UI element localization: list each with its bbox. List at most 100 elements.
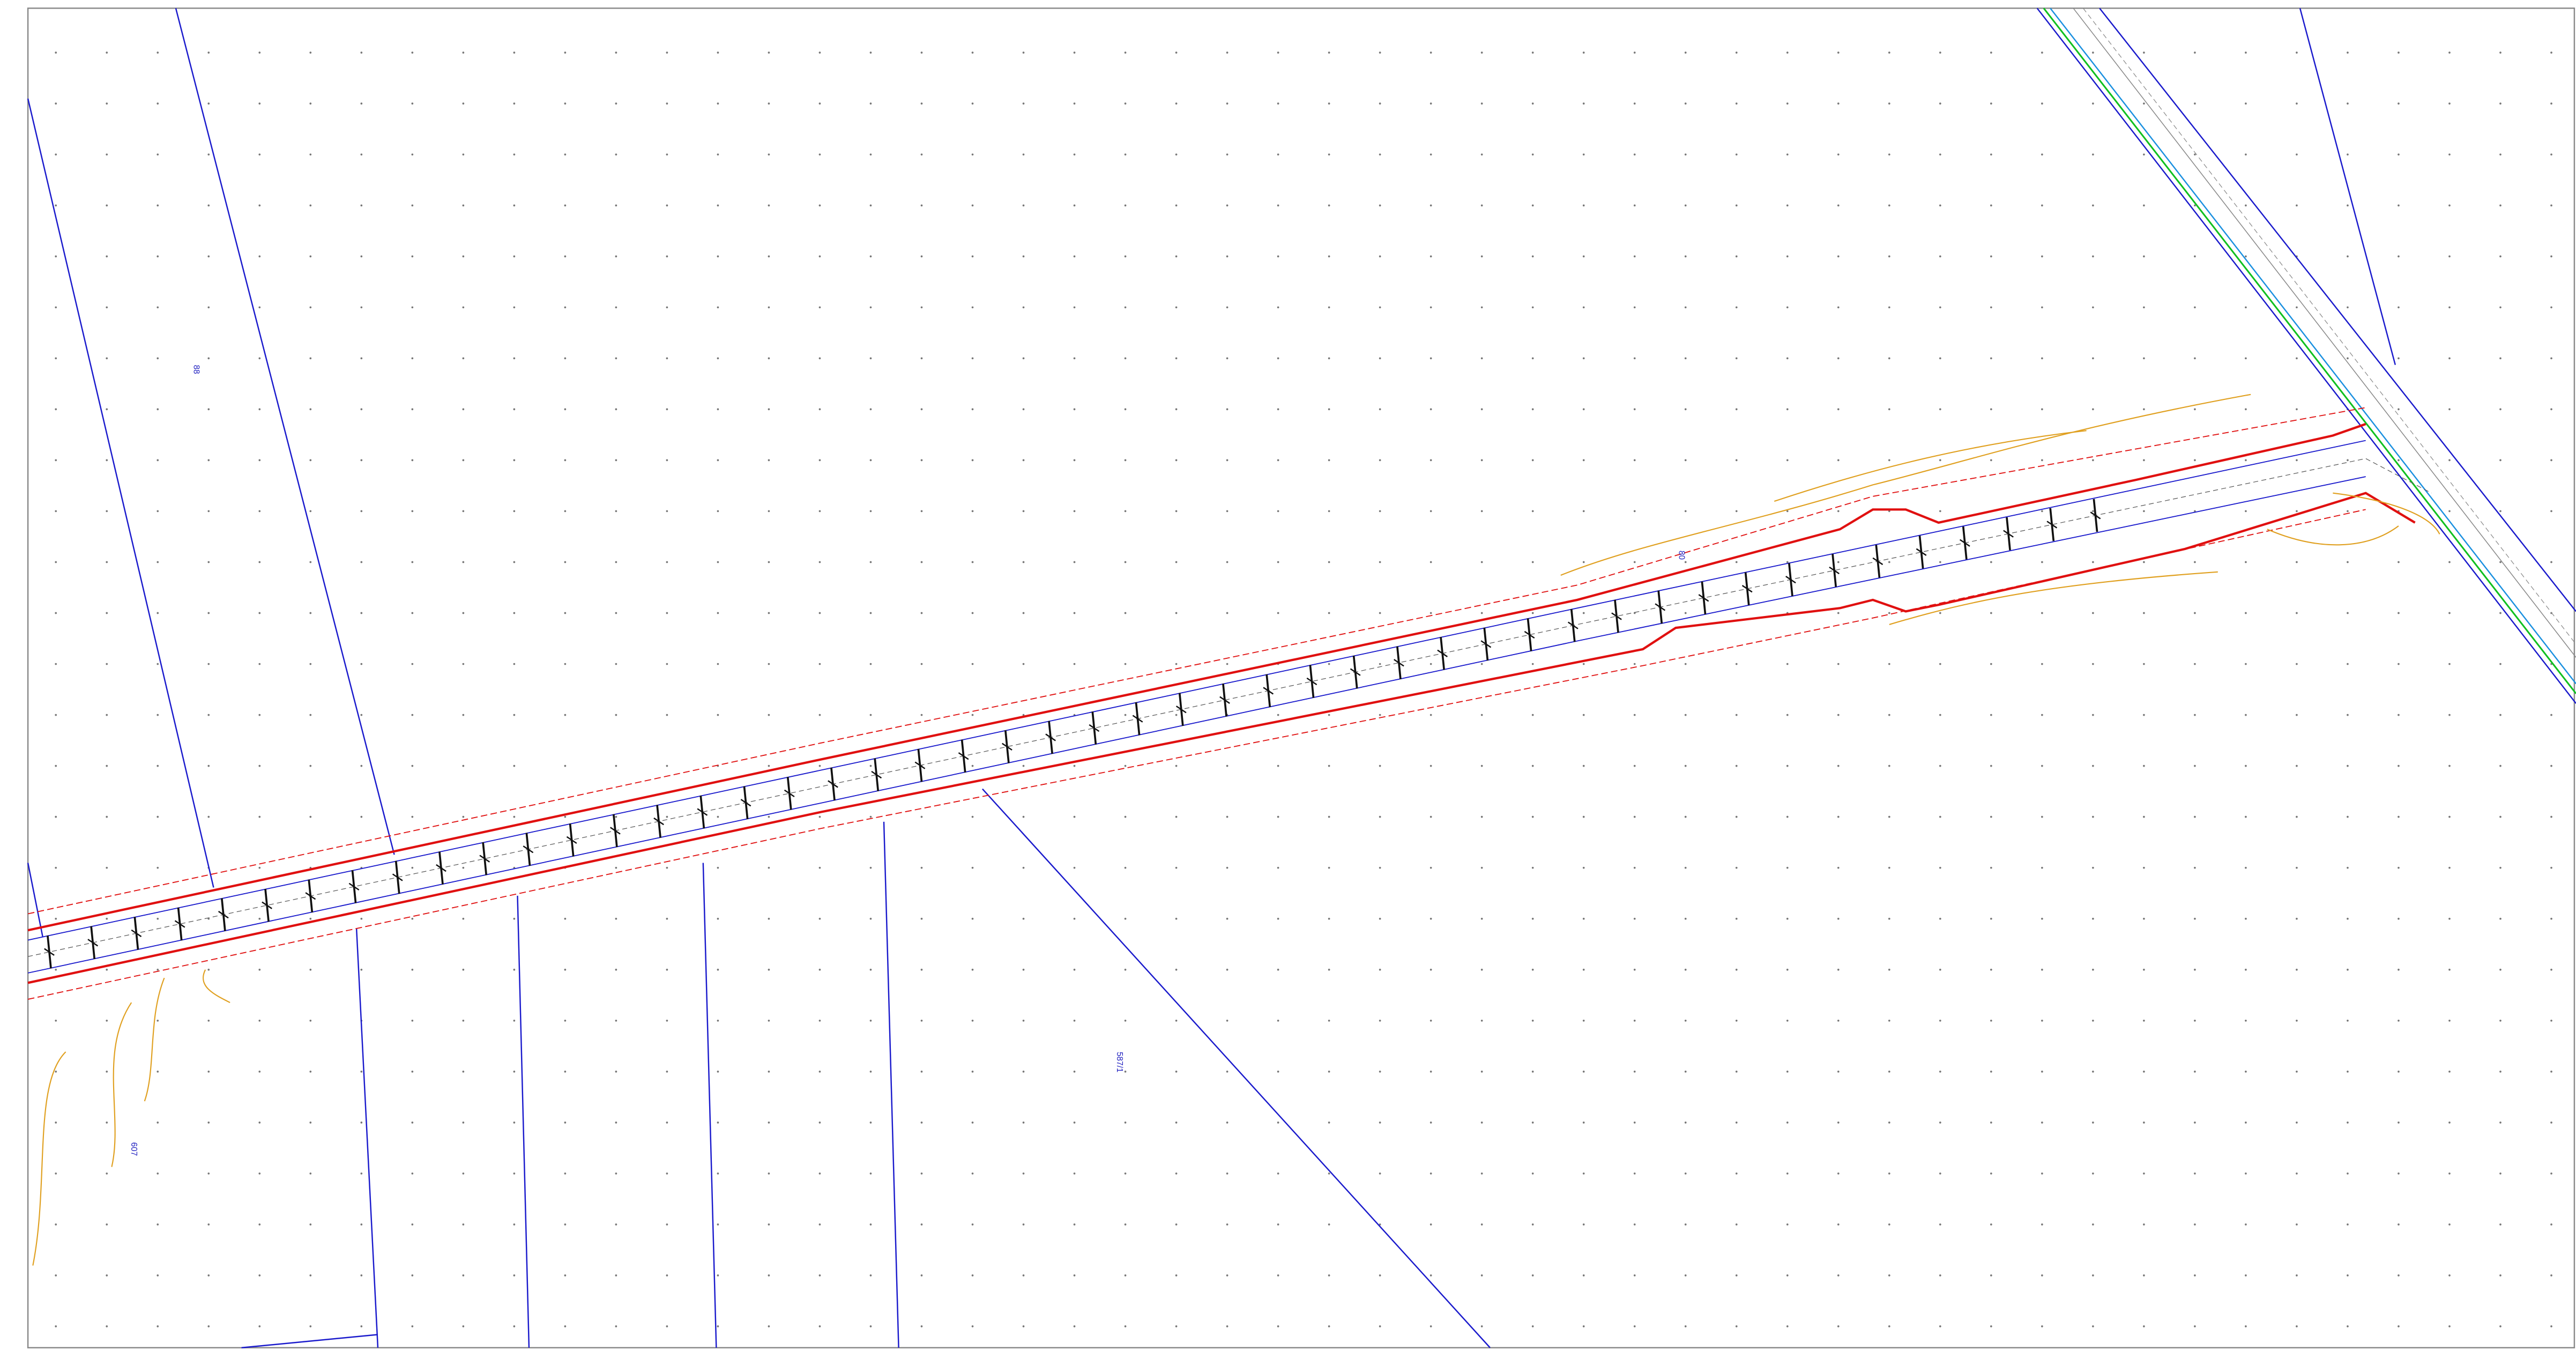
grid-dot xyxy=(2398,102,2400,105)
grid-dot xyxy=(2245,408,2247,411)
grid-dot xyxy=(157,306,159,309)
grid-dot xyxy=(1226,459,1229,462)
grid-dot xyxy=(971,561,974,563)
grid-dot xyxy=(1277,968,1279,971)
contour xyxy=(144,977,165,1102)
grid-dot xyxy=(1124,1070,1127,1073)
grid-dot xyxy=(2448,255,2451,258)
grid-dot xyxy=(1226,612,1229,614)
grid-dot xyxy=(309,714,312,716)
grid-dot xyxy=(411,459,414,462)
section-tick xyxy=(436,864,446,872)
section-tick xyxy=(784,789,795,798)
grid-dot xyxy=(2143,866,2145,869)
grid-dot xyxy=(1735,306,1738,309)
grid-dot xyxy=(1633,561,1636,563)
grid-dot xyxy=(1226,764,1229,767)
grid-dot xyxy=(1073,459,1076,462)
grid-dot xyxy=(360,917,363,920)
dot-grid xyxy=(55,51,2552,1327)
grid-dot xyxy=(717,866,719,869)
section-tick xyxy=(218,910,229,919)
grid-dot xyxy=(615,306,617,309)
grid-dot xyxy=(1531,1019,1534,1022)
grid-dot xyxy=(1633,51,1636,54)
grid-dot xyxy=(2499,612,2501,614)
grid-dot xyxy=(615,968,617,971)
grid-dot xyxy=(1633,102,1636,105)
grid-dot xyxy=(2550,255,2552,258)
grid-dot xyxy=(666,1172,668,1175)
grid-dot xyxy=(1837,102,1840,105)
grid-dot xyxy=(1226,153,1229,156)
grid-dot xyxy=(666,1070,668,1073)
grid-dot xyxy=(2143,204,2145,207)
grid-dot xyxy=(258,1122,261,1124)
grid-dot xyxy=(1684,408,1687,411)
grid-dot xyxy=(207,968,210,971)
grid-dot xyxy=(564,917,567,920)
grid-dot xyxy=(360,815,363,818)
grid-dot xyxy=(157,663,159,665)
grid-dot xyxy=(309,1325,312,1327)
carriageway-edge xyxy=(27,440,2366,941)
grid-dot xyxy=(462,1325,465,1327)
grid-dot xyxy=(2499,968,2501,971)
section-tick xyxy=(653,817,664,826)
grid-dot xyxy=(920,408,923,411)
grid-dot xyxy=(1531,255,1534,258)
grid-dot xyxy=(1939,968,1941,971)
grid-dot xyxy=(717,1274,719,1276)
grid-dot xyxy=(462,102,465,105)
grid-dot xyxy=(2296,1325,2298,1327)
grid-dot xyxy=(1888,815,1890,818)
grid-dot xyxy=(1073,510,1076,513)
section-tick xyxy=(2090,511,2101,519)
grid-dot xyxy=(1480,408,1483,411)
grid-dot xyxy=(2448,459,2451,462)
grid-dot xyxy=(513,612,516,614)
grid-dot xyxy=(1735,1070,1738,1073)
grid-dot xyxy=(1379,204,1381,207)
grid-dot xyxy=(55,764,57,767)
grid-dot xyxy=(1073,612,1076,614)
grid-dot xyxy=(1328,51,1330,54)
grid-dot xyxy=(513,357,516,360)
grid-dot xyxy=(1735,917,1738,920)
grid-dot xyxy=(462,866,465,869)
grid-dot xyxy=(2041,1172,2043,1175)
grid-dot xyxy=(971,1223,974,1226)
grid-dot xyxy=(1990,459,1992,462)
grid-dot xyxy=(1328,764,1330,767)
grid-dot xyxy=(2499,357,2501,360)
grid-dot xyxy=(564,968,567,971)
grid-dot xyxy=(2194,866,2196,869)
grid-dot xyxy=(1990,917,1992,920)
grid-dot xyxy=(462,51,465,54)
grid-dot xyxy=(768,255,770,258)
grid-dot xyxy=(615,1019,617,1022)
grid-dot xyxy=(1175,866,1178,869)
grid-dot xyxy=(258,306,261,309)
grid-dot xyxy=(309,408,312,411)
grid-dot xyxy=(1430,764,1432,767)
grid-dot xyxy=(1531,102,1534,105)
grid-dot xyxy=(513,1274,516,1276)
grid-dot xyxy=(818,102,821,105)
grid-dot xyxy=(1430,1122,1432,1124)
grid-dot xyxy=(2041,866,2043,869)
grid-dot xyxy=(1226,306,1229,309)
grid-dot xyxy=(869,714,872,716)
grid-dot xyxy=(1379,51,1381,54)
grid-dot xyxy=(2296,1223,2298,1226)
grid-dot xyxy=(1531,1274,1534,1276)
grid-dot xyxy=(2448,714,2451,716)
grid-dot xyxy=(2448,663,2451,665)
grid-dot xyxy=(1379,1172,1381,1175)
grid-dot xyxy=(1124,663,1127,665)
grid-dot xyxy=(1226,1325,1229,1327)
grid-dot xyxy=(818,561,821,563)
grid-dot xyxy=(1379,561,1381,563)
grid-dot xyxy=(920,459,923,462)
grid-dot xyxy=(1939,51,1941,54)
